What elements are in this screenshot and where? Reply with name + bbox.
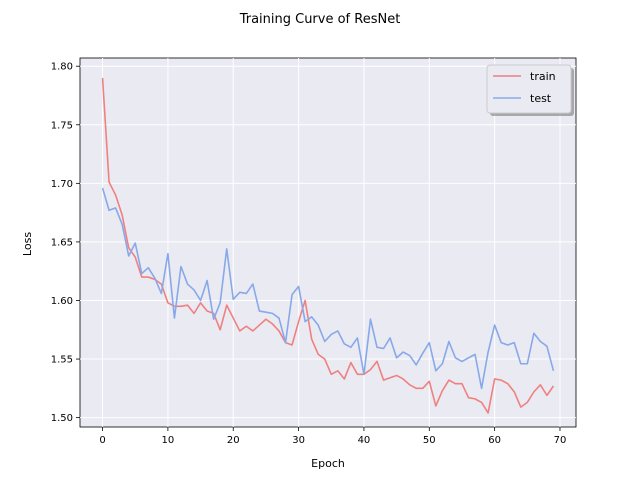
y-axis-label: Loss [21, 232, 34, 256]
legend-label-test: test [530, 92, 552, 105]
y-tick-label: 1.55 [51, 355, 73, 366]
x-tick-label: 20 [227, 435, 240, 446]
legend-frame [486, 64, 572, 114]
y-tick-label: 1.65 [51, 237, 73, 248]
x-tick-label: 70 [554, 435, 567, 446]
series-line-train [101, 77, 555, 414]
grid-lines [80, 58, 576, 427]
x-tick-label: 10 [162, 435, 175, 446]
x-tick-label: 40 [358, 435, 371, 446]
y-tick-label: 1.70 [51, 179, 73, 190]
series-line-test [101, 187, 555, 390]
tick-layer: 0 10 20 30 40 50 60 70 1.50 1.55 1.60 1.65 1.70 1.75 1… [51, 62, 567, 446]
x-tick-label: 0 [99, 435, 105, 446]
legend: train test [486, 64, 574, 116]
x-tick-label: 50 [423, 435, 436, 446]
y-tick-label: 1.75 [51, 120, 73, 131]
x-tick-label: 60 [488, 435, 501, 446]
x-tick-label: 30 [292, 435, 305, 446]
legend-label-train: train [530, 70, 556, 83]
x-axis-label: Epoch [311, 457, 345, 470]
y-tick-label: 1.60 [51, 296, 73, 307]
chart-title: Training Curve of ResNet [239, 12, 401, 27]
series-layer [101, 77, 555, 414]
y-tick-label: 1.80 [51, 62, 73, 73]
y-tick-label: 1.50 [51, 413, 73, 424]
